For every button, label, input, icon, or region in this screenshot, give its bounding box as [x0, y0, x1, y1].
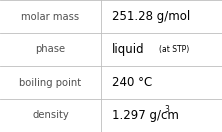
Text: liquid: liquid — [112, 43, 145, 56]
Text: (at STP): (at STP) — [159, 45, 189, 54]
Text: 3: 3 — [165, 105, 170, 114]
Text: molar mass: molar mass — [22, 11, 79, 22]
Text: phase: phase — [36, 44, 65, 55]
Text: boiling point: boiling point — [20, 77, 81, 88]
Text: 1.297 g/cm: 1.297 g/cm — [112, 109, 179, 122]
Text: density: density — [32, 110, 69, 121]
Text: 240 °C: 240 °C — [112, 76, 152, 89]
Text: 251.28 g/mol: 251.28 g/mol — [112, 10, 190, 23]
